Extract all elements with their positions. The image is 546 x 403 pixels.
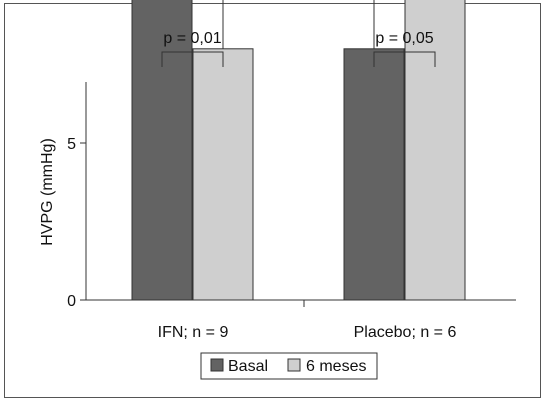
significance-bracket xyxy=(373,51,436,67)
legend-label: Basal xyxy=(228,358,268,375)
x-category-labels: IFN; n = 9 Placebo; n = 6 xyxy=(158,324,457,341)
bar-basal xyxy=(131,0,193,301)
y-tick-label: 0 xyxy=(67,293,76,310)
bar-6-meses xyxy=(192,48,254,301)
y-tick-label: 5 xyxy=(67,136,76,153)
bar-basal xyxy=(343,48,405,301)
p-value-label: p = 0,01 xyxy=(163,30,221,47)
y-ticks: 0510 xyxy=(67,136,305,310)
x-category-label: IFN; n = 9 xyxy=(158,324,229,341)
legend-label: 6 meses xyxy=(306,358,366,375)
legend: Basal 6 meses xyxy=(200,352,378,380)
legend-swatch xyxy=(287,358,301,372)
significance-annotations: p = 0,01 p = 0,05 xyxy=(161,30,436,67)
significance-bracket xyxy=(161,51,224,67)
p-value-label: p = 0,05 xyxy=(375,30,433,47)
legend-swatch xyxy=(210,358,224,372)
error-bars xyxy=(222,0,375,49)
bar-6-meses xyxy=(404,0,466,301)
x-category-label: Placebo; n = 6 xyxy=(354,324,457,341)
bars xyxy=(131,0,466,301)
y-axis-label: HVPG (mmHg) xyxy=(39,138,56,246)
